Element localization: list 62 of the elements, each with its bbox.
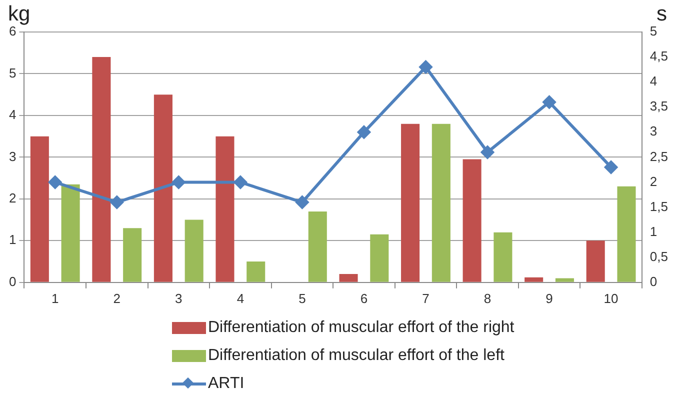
y-axis-title: kg <box>8 2 30 26</box>
y2-axis-title: s <box>656 2 667 26</box>
y2-tick-label: 4,5 <box>650 48 668 64</box>
x-tick-label: 5 <box>298 290 306 306</box>
bar <box>308 211 327 282</box>
y2-tick-label: 0 <box>650 274 658 289</box>
bar <box>462 159 482 282</box>
bar <box>216 136 234 282</box>
bar <box>123 228 142 282</box>
y2-tick-label: 3,5 <box>650 98 668 114</box>
bar <box>154 94 172 282</box>
bar <box>432 124 450 282</box>
x-tick-label: 1 <box>52 290 59 306</box>
bar <box>555 278 574 282</box>
point <box>234 176 247 189</box>
point <box>110 196 124 209</box>
x-tick-label: 8 <box>484 290 492 306</box>
y2-tick-label: 5 <box>650 24 658 39</box>
y-tick-label: 4 <box>8 107 16 122</box>
x-tick-label: 6 <box>360 290 368 306</box>
y2-tick-label: 1 <box>650 224 658 239</box>
y-tick-label: 5 <box>8 65 16 80</box>
x-tick-label: 3 <box>175 290 182 306</box>
point <box>357 126 370 139</box>
legend-label: ARTI <box>208 375 244 393</box>
y2-tick-label: 4 <box>650 74 658 89</box>
y2-tick-label: 0,5 <box>650 248 668 264</box>
bar <box>617 186 636 282</box>
bar <box>524 277 544 282</box>
y-tick-label: 3 <box>8 148 16 164</box>
y-tick-label: 1 <box>8 232 16 248</box>
bar <box>586 240 605 282</box>
x-tick-label: 7 <box>422 290 430 306</box>
y-tick-label: 0 <box>8 274 16 289</box>
bar <box>92 57 111 282</box>
point <box>48 176 62 189</box>
point <box>172 176 186 189</box>
x-tick-label: 4 <box>236 290 244 306</box>
x-tick-label: 9 <box>546 290 553 306</box>
bar <box>30 136 49 282</box>
y2-tick-label: 1,5 <box>650 198 668 214</box>
bar <box>61 184 80 282</box>
y-tick-label: 6 <box>8 24 16 39</box>
legend-label: Differentiation of muscular effort of the right <box>208 319 514 337</box>
bar <box>494 232 512 282</box>
y2-tick-label: 3 <box>650 124 658 139</box>
point <box>542 96 556 109</box>
legend-label: Differentiation of muscular effort of the left <box>208 347 504 365</box>
bar <box>184 220 204 282</box>
y2-tick-label: 2,5 <box>650 148 668 164</box>
point <box>296 196 309 209</box>
x-tick-label: 2 <box>113 290 120 306</box>
point <box>481 146 494 159</box>
bar <box>339 274 358 282</box>
x-tick-label: 10 <box>604 290 618 306</box>
y-tick-label: 2 <box>8 190 16 206</box>
point <box>604 160 618 174</box>
y2-tick-label: 2 <box>650 174 658 189</box>
bar <box>370 234 389 282</box>
bar <box>246 262 266 282</box>
bar <box>401 124 420 282</box>
point <box>419 60 432 74</box>
